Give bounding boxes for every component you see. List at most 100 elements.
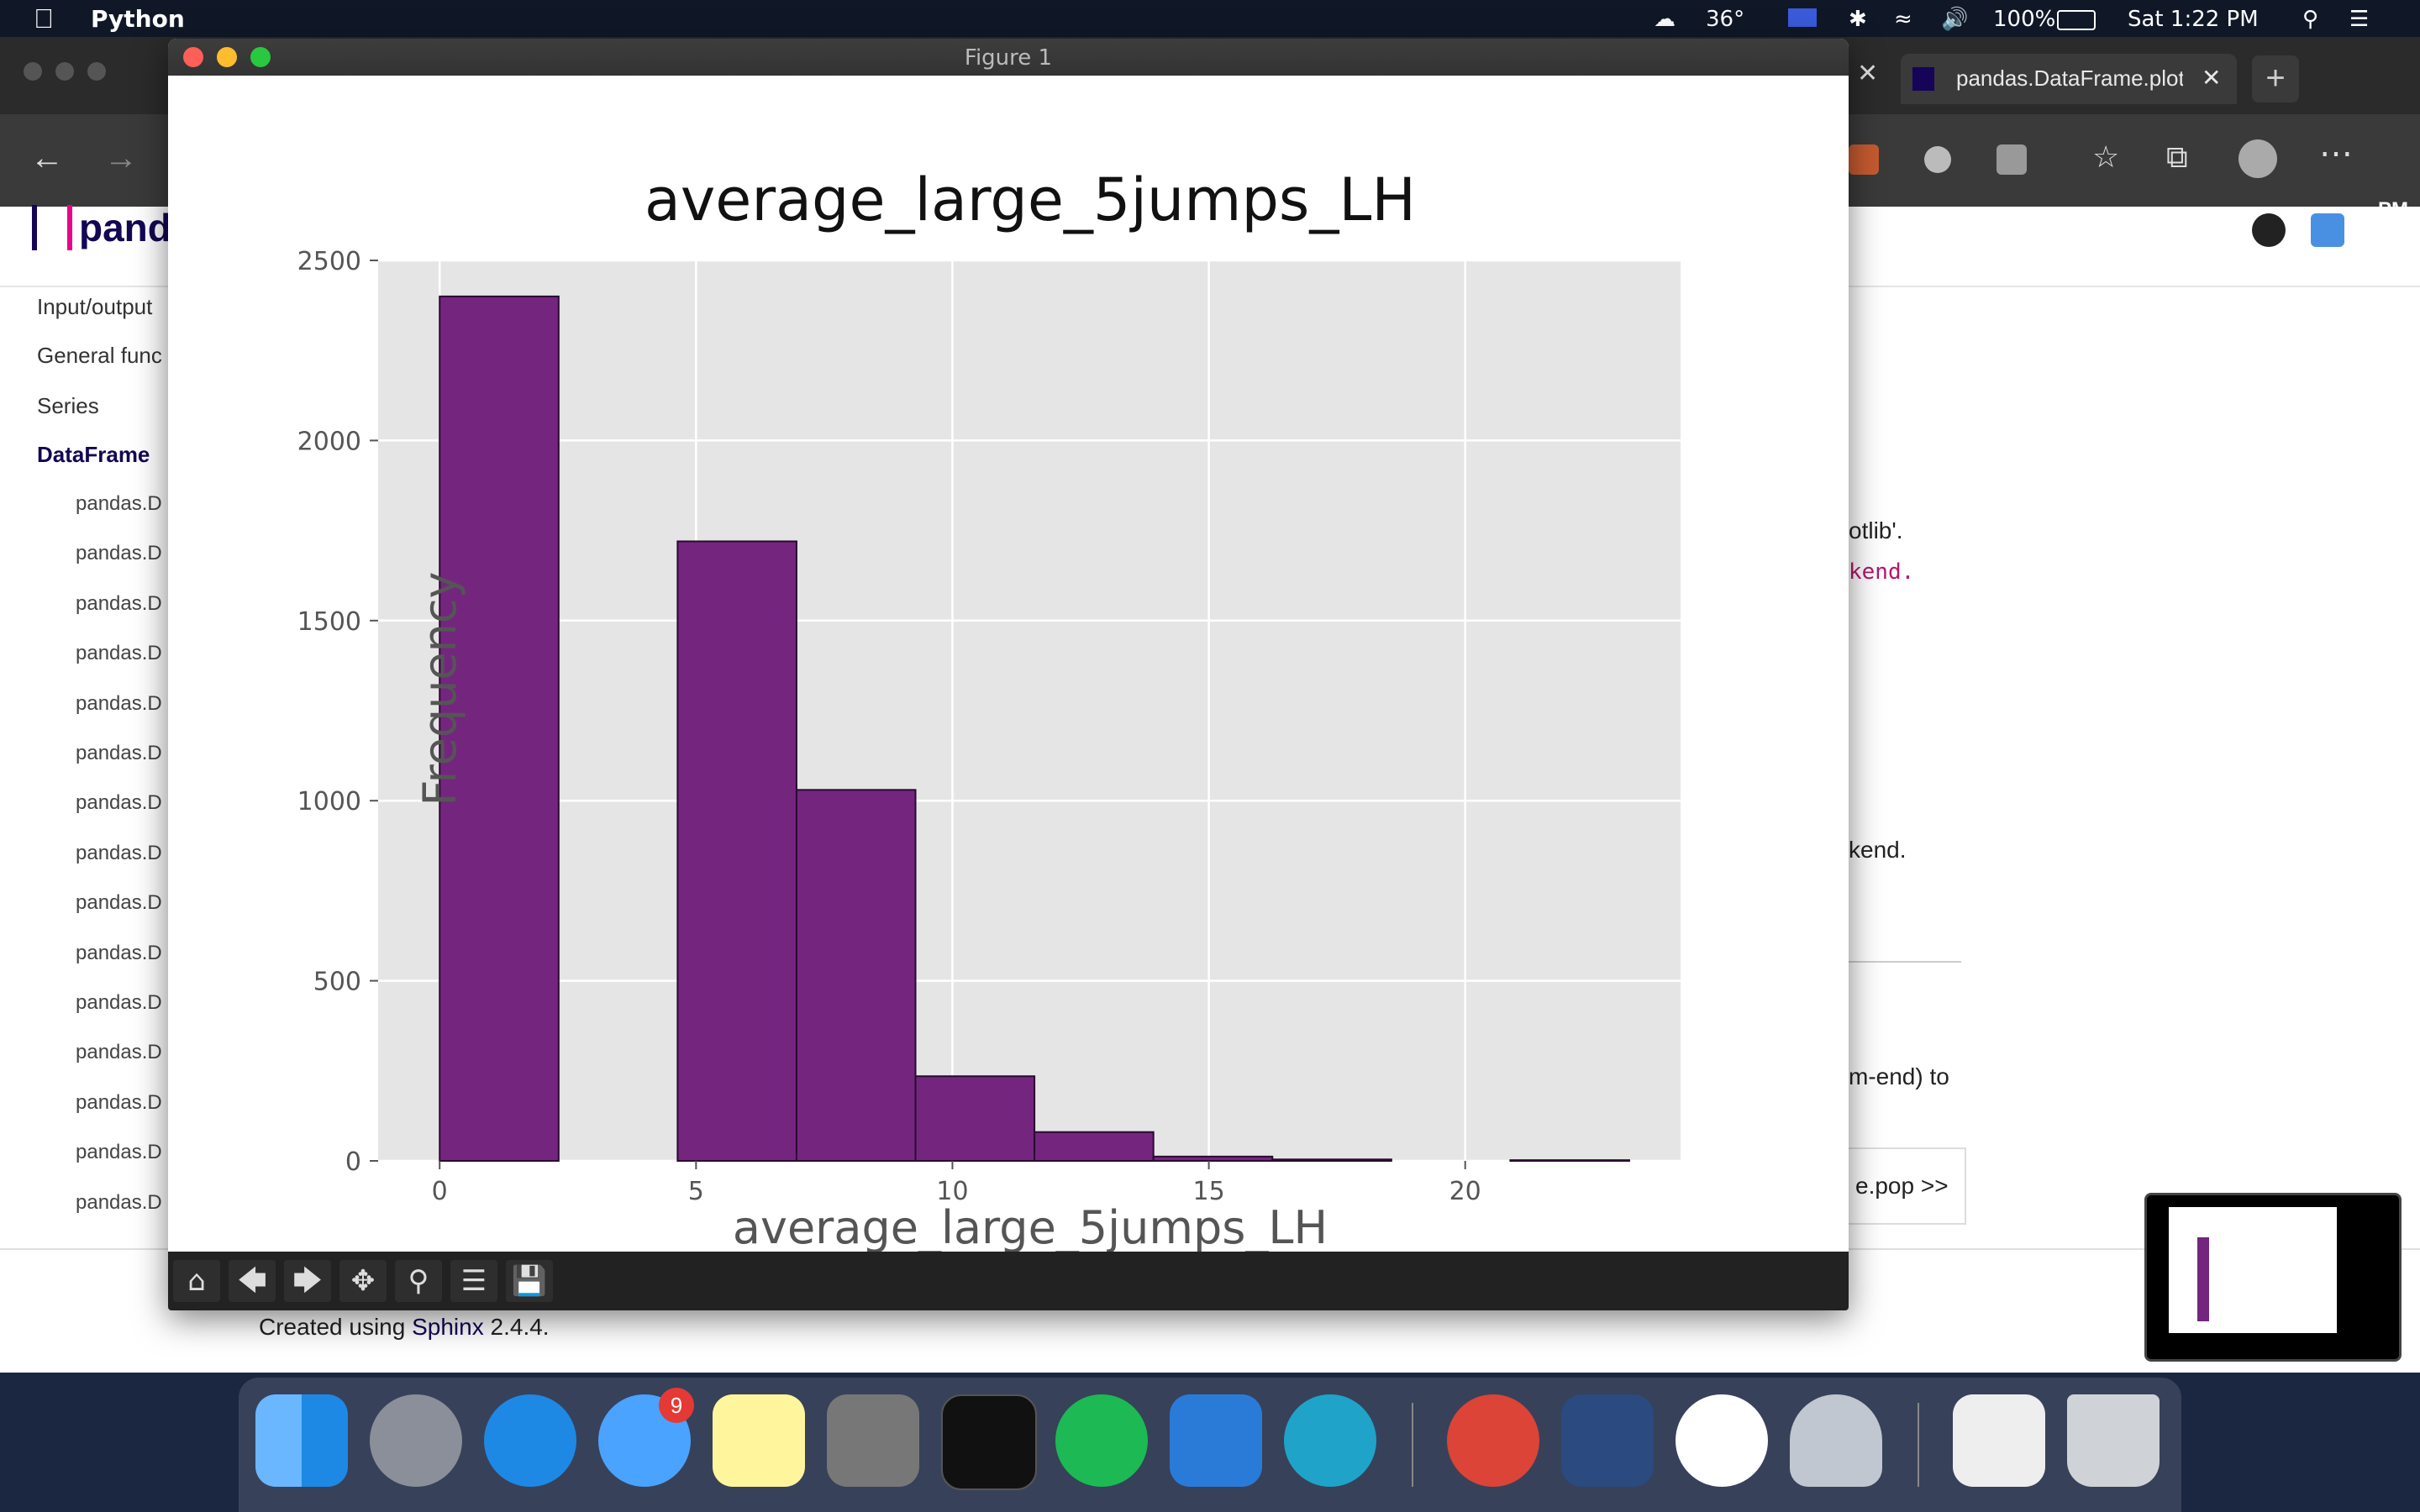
x-tick-label: 10	[936, 1177, 968, 1206]
home-icon[interactable]: ⌂	[173, 1260, 220, 1302]
sidebar-item-input-output[interactable]: Input/output	[37, 294, 153, 319]
screenshot-thumbnail[interactable]	[2144, 1193, 2402, 1362]
x-tick-label: 0	[432, 1177, 448, 1206]
spotlight-search-icon[interactable]: ⚲	[2302, 7, 2319, 32]
doc-code-fragment[interactable]: kend.	[1849, 559, 1915, 585]
figure-zoom-button[interactable]	[250, 47, 271, 67]
sidebar-subitem[interactable]: pandas.D	[76, 542, 162, 565]
offscreen-fragment: 2)	[2378, 1139, 2396, 1162]
finder-icon[interactable]	[255, 1394, 348, 1487]
bluetooth-icon[interactable]: ✱	[1849, 7, 1867, 32]
terminal-icon[interactable]	[941, 1394, 1037, 1490]
sphinx-link[interactable]: Sphinx	[412, 1314, 484, 1340]
notes-icon[interactable]	[713, 1394, 805, 1487]
trash-icon[interactable]	[2067, 1394, 2160, 1487]
back-icon[interactable]: 🡄	[229, 1260, 276, 1302]
save-icon[interactable]: 💾	[506, 1260, 553, 1302]
us-flag-icon[interactable]	[1788, 8, 1817, 27]
collections-icon[interactable]: ⧉	[2166, 139, 2188, 174]
y-tick-label: 1500	[297, 607, 361, 637]
tab-close-icon[interactable]: ✕	[1857, 60, 1879, 87]
profile-avatar[interactable]	[2238, 139, 2277, 178]
sidebar-subitem[interactable]: pandas.D	[76, 642, 162, 665]
control-center-icon[interactable]: ☰	[2349, 7, 2370, 32]
extension-circle-icon[interactable]	[1924, 146, 1951, 173]
forward-icon[interactable]: 🡆	[284, 1260, 331, 1302]
pan-icon[interactable]: ✥	[339, 1260, 387, 1302]
sidebar-subitem[interactable]: pandas.D	[76, 841, 162, 864]
menu-clock[interactable]: Sat 1:22 PM	[2128, 7, 2259, 32]
battery-percent[interactable]: 100%	[1993, 7, 2056, 32]
more-menu-icon[interactable]: ⋯	[2319, 135, 2353, 172]
sidebar-subitem[interactable]: pandas.D	[76, 1090, 162, 1114]
footer-prefix: Created using	[259, 1314, 413, 1340]
extension-icon[interactable]	[1849, 144, 1879, 175]
python-launcher-icon[interactable]	[1790, 1394, 1882, 1487]
volume-icon[interactable]: 🔊	[1941, 7, 1969, 32]
messages-badge: 9	[659, 1388, 694, 1423]
sidebar-subitem[interactable]: pandas.D	[76, 742, 162, 764]
mongodb-compass-icon[interactable]	[1676, 1394, 1768, 1487]
sidebar-subitem[interactable]: pandas.D	[76, 591, 162, 615]
creative-cloud-icon[interactable]: ☁	[1654, 7, 1676, 32]
new-tab-button[interactable]: +	[2252, 55, 2299, 102]
system-preferences-icon[interactable]	[827, 1394, 919, 1487]
footer-text: Created using Sphinx 2.4.4.	[259, 1314, 550, 1341]
sidebar-item-dataframe[interactable]: DataFrame	[37, 442, 150, 467]
chrome-icon[interactable]	[1447, 1394, 1539, 1487]
vscode-icon[interactable]	[1170, 1394, 1262, 1487]
battery-icon[interactable]	[2057, 10, 2096, 30]
offscreen-fragment: PM	[2378, 575, 2408, 597]
x-axis-label: average_large_5jumps_LH	[733, 1201, 1328, 1252]
sidebar-subitem[interactable]: pandas.D	[76, 1190, 162, 1214]
edge-icon[interactable]	[1284, 1394, 1376, 1487]
doc-text-fragment: otlib'.	[1849, 517, 1903, 543]
sidebar-subitem[interactable]: pandas.D	[76, 492, 162, 515]
sidebar-item-series[interactable]: Series	[37, 393, 99, 418]
sidebar-subitem[interactable]: pandas.D	[76, 941, 162, 964]
back-arrow-icon[interactable]: ←	[30, 139, 64, 176]
window-close-button-inactive[interactable]	[24, 62, 42, 81]
sidebar-subitem[interactable]: pandas.D	[76, 891, 162, 915]
x-tick-label: 15	[1192, 1177, 1224, 1206]
next-page-link[interactable]: e.pop >>	[1849, 1147, 1966, 1225]
figure-minimize-button[interactable]	[217, 47, 237, 67]
forward-arrow-icon[interactable]: →	[104, 139, 138, 176]
figure-window-title: Figure 1	[964, 45, 1053, 71]
histogram-bar	[1271, 1158, 1392, 1162]
menu-bar:  Python ☁ 36° ✱ ≈ 🔊 100% Sat 1:22 PM ⚲ …	[0, 0, 2420, 37]
figure-close-button[interactable]	[183, 47, 203, 67]
spotify-icon[interactable]	[1055, 1394, 1148, 1487]
tab-pandas-docs[interactable]: pandas.DataFrame.plot — ✕	[1901, 54, 2237, 104]
window-minimize-button-inactive[interactable]	[55, 62, 74, 81]
wifi-icon[interactable]: ≈	[1894, 7, 1912, 32]
sidebar-subitem[interactable]: pandas.D	[76, 991, 162, 1014]
pandas-logo-text[interactable]: pand	[79, 206, 171, 249]
apple-icon[interactable]: 	[34, 3, 54, 34]
doc-divider	[1849, 961, 1961, 963]
sidebar-item-general-functions[interactable]: General func	[37, 343, 162, 368]
sidebar-subitem[interactable]: pandas.D	[76, 791, 162, 815]
offscreen-fragment: PM	[2378, 198, 2408, 221]
downloads-stack-icon[interactable]	[1953, 1394, 2045, 1487]
figure-titlebar[interactable]: Figure 1	[168, 39, 1849, 76]
window-zoom-button-inactive[interactable]	[87, 62, 106, 81]
menu-app-name[interactable]: Python	[91, 5, 185, 33]
dock-divider	[1412, 1403, 1413, 1487]
extension-h-icon[interactable]	[1996, 144, 2027, 175]
github-icon[interactable]	[2252, 213, 2286, 247]
launchpad-icon[interactable]	[370, 1394, 462, 1487]
safari-icon[interactable]	[484, 1394, 576, 1487]
zoom-icon[interactable]: ⚲	[395, 1260, 442, 1302]
sidebar-subitem[interactable]: pandas.D	[76, 1141, 162, 1164]
tab-close-icon[interactable]: ✕	[2202, 65, 2222, 91]
weather-temperature[interactable]: 36°	[1706, 7, 1745, 32]
favorites-icon[interactable]: ☆	[2092, 139, 2120, 174]
sidebar-subitem[interactable]: pandas.D	[76, 1041, 162, 1064]
twitter-icon[interactable]	[2311, 213, 2344, 247]
configure-subplots-icon[interactable]: ☰	[450, 1260, 497, 1302]
sidebar-subitem[interactable]: pandas.D	[76, 691, 162, 715]
thumbnail-bar	[2197, 1237, 2209, 1321]
pandas-logo-icon[interactable]	[32, 205, 72, 250]
mysql-workbench-icon[interactable]	[1561, 1394, 1654, 1487]
